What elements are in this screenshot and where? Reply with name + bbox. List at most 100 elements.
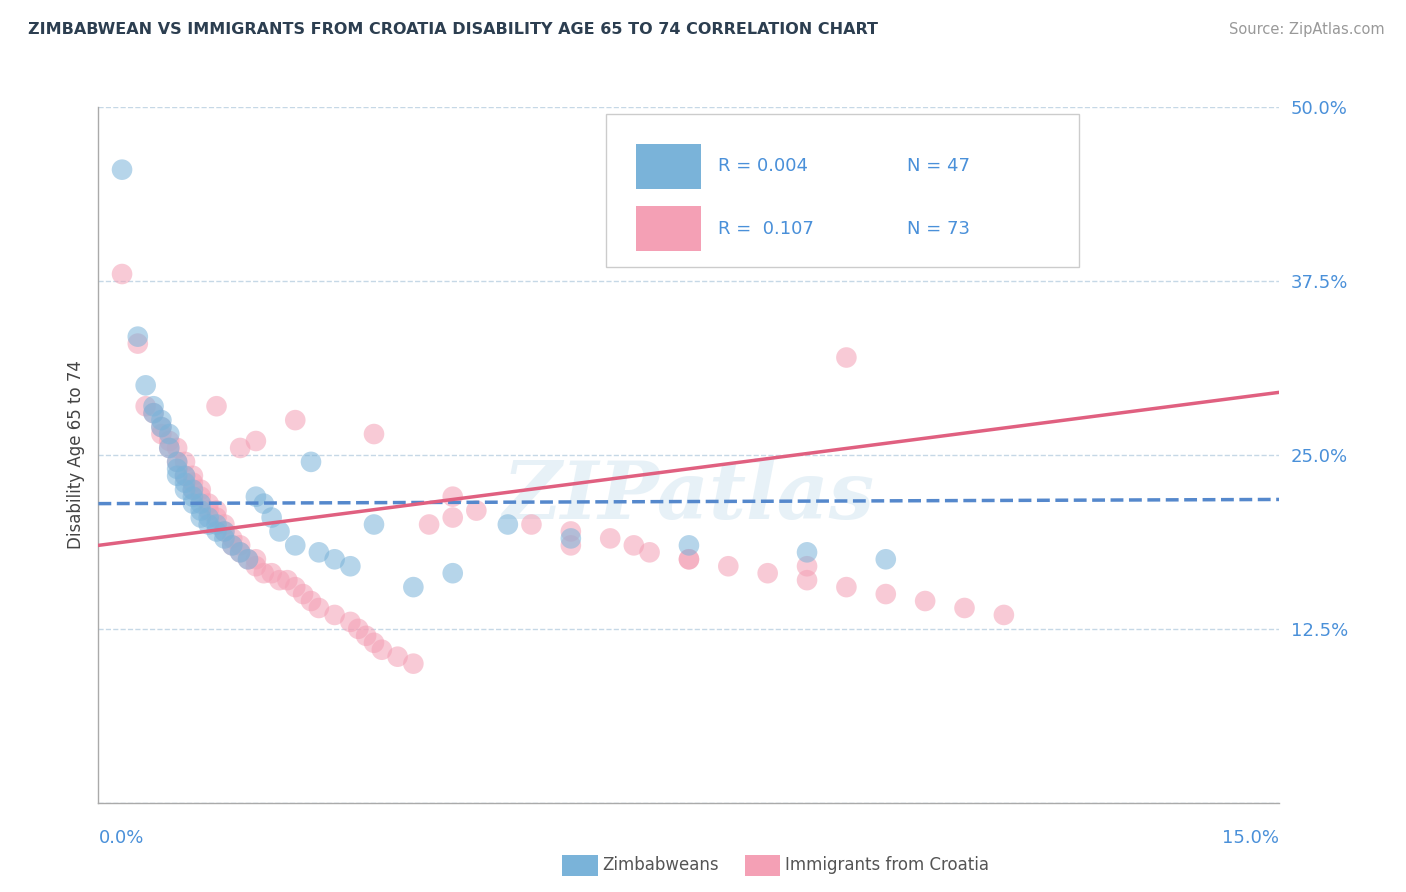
Point xyxy=(197,503,219,517)
Point xyxy=(796,545,818,559)
Text: Immigrants from Croatia: Immigrants from Croatia xyxy=(785,856,988,874)
Point xyxy=(111,267,134,281)
Point xyxy=(150,427,173,442)
Point xyxy=(197,510,219,524)
Point xyxy=(441,490,464,504)
FancyBboxPatch shape xyxy=(636,144,700,189)
Point xyxy=(245,559,267,574)
Point xyxy=(678,552,700,566)
Point xyxy=(190,490,212,504)
Point xyxy=(465,503,488,517)
Point xyxy=(205,517,228,532)
Point xyxy=(402,580,425,594)
Point xyxy=(142,399,165,413)
Point xyxy=(205,510,228,524)
Point xyxy=(441,566,464,581)
Point xyxy=(292,587,315,601)
Point xyxy=(875,552,897,566)
Point xyxy=(835,351,858,365)
Point xyxy=(441,510,464,524)
Point xyxy=(166,455,188,469)
Point xyxy=(214,524,236,539)
Point xyxy=(190,483,212,497)
Point xyxy=(229,538,252,552)
Point xyxy=(339,615,361,629)
Point xyxy=(236,552,259,566)
Point xyxy=(284,413,307,427)
Text: R = 0.004: R = 0.004 xyxy=(718,157,808,175)
Point xyxy=(181,468,204,483)
Point xyxy=(166,462,188,476)
Text: N = 47: N = 47 xyxy=(907,157,970,175)
Point xyxy=(229,545,252,559)
Point xyxy=(205,399,228,413)
Point xyxy=(174,455,197,469)
Point xyxy=(623,538,645,552)
Point xyxy=(717,559,740,574)
Text: ZIMBABWEAN VS IMMIGRANTS FROM CROATIA DISABILITY AGE 65 TO 74 CORRELATION CHART: ZIMBABWEAN VS IMMIGRANTS FROM CROATIA DI… xyxy=(28,22,879,37)
Point xyxy=(299,594,322,608)
Point xyxy=(418,517,440,532)
FancyBboxPatch shape xyxy=(606,114,1078,267)
Point xyxy=(150,413,173,427)
Point xyxy=(135,378,157,392)
Point xyxy=(284,580,307,594)
Point xyxy=(993,607,1015,622)
Text: N = 73: N = 73 xyxy=(907,219,970,238)
Point xyxy=(236,552,259,566)
Point xyxy=(914,594,936,608)
Point xyxy=(135,399,157,413)
Point xyxy=(678,552,700,566)
Point xyxy=(190,497,212,511)
Point xyxy=(190,510,212,524)
Point xyxy=(678,538,700,552)
Point xyxy=(157,441,180,455)
Text: 0.0%: 0.0% xyxy=(98,830,143,847)
Point xyxy=(756,566,779,581)
Point xyxy=(560,532,582,546)
Point xyxy=(339,559,361,574)
Point xyxy=(323,552,346,566)
Point xyxy=(308,601,330,615)
Point xyxy=(253,497,276,511)
Point xyxy=(166,455,188,469)
Point xyxy=(269,524,291,539)
Point xyxy=(174,483,197,497)
Point xyxy=(166,441,188,455)
Y-axis label: Disability Age 65 to 74: Disability Age 65 to 74 xyxy=(66,360,84,549)
Point xyxy=(229,545,252,559)
Point xyxy=(245,552,267,566)
Point xyxy=(197,497,219,511)
Point xyxy=(796,559,818,574)
Point xyxy=(308,545,330,559)
Point xyxy=(205,503,228,517)
Point xyxy=(638,545,661,559)
Point xyxy=(174,475,197,490)
Point xyxy=(221,538,243,552)
Point xyxy=(150,420,173,434)
Point xyxy=(221,538,243,552)
Point xyxy=(127,329,149,343)
Point xyxy=(363,636,385,650)
Point xyxy=(299,455,322,469)
Point xyxy=(221,532,243,546)
Point xyxy=(111,162,134,177)
Text: ZIPatlas: ZIPatlas xyxy=(503,458,875,535)
Point xyxy=(245,434,267,448)
Point xyxy=(197,517,219,532)
Point xyxy=(157,434,180,448)
FancyBboxPatch shape xyxy=(636,206,700,252)
Point xyxy=(371,642,394,657)
Text: Zimbabweans: Zimbabweans xyxy=(602,856,718,874)
Point xyxy=(875,587,897,601)
Text: R =  0.107: R = 0.107 xyxy=(718,219,814,238)
Point xyxy=(520,517,543,532)
Point xyxy=(269,573,291,587)
Point xyxy=(181,475,204,490)
Point xyxy=(157,441,180,455)
Point xyxy=(599,532,621,546)
Point xyxy=(181,483,204,497)
Text: 15.0%: 15.0% xyxy=(1222,830,1279,847)
Point xyxy=(284,538,307,552)
Point xyxy=(253,566,276,581)
